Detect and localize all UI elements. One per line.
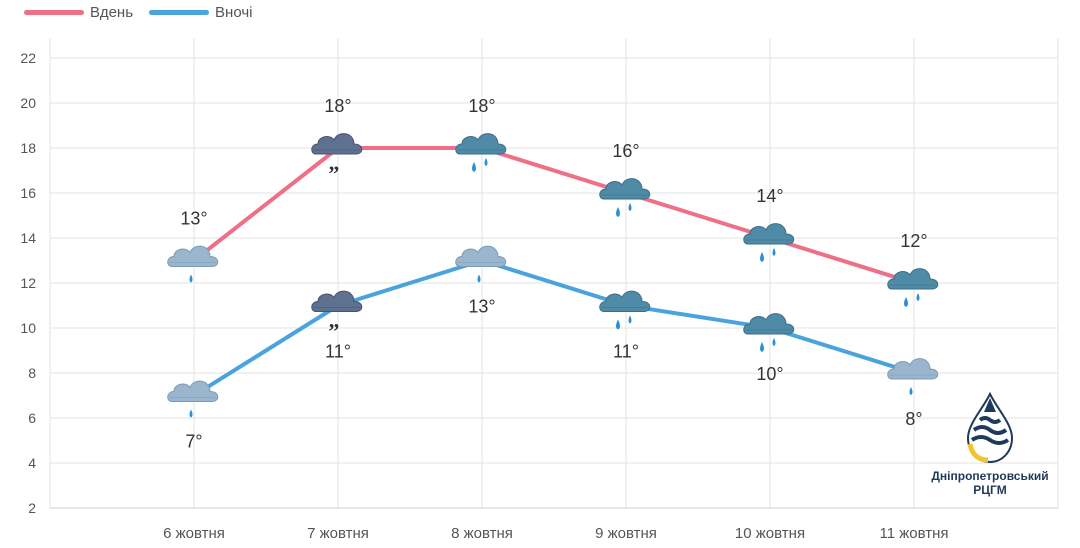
y-tick-label: 22 bbox=[20, 50, 36, 66]
y-tick-label: 6 bbox=[28, 410, 36, 426]
day-data-label: 16° bbox=[612, 141, 639, 161]
day-data-label: 18° bbox=[468, 96, 495, 116]
rain-icon bbox=[599, 290, 651, 330]
svg-text:„: „ bbox=[329, 308, 340, 333]
legend-day-swatch bbox=[24, 10, 84, 15]
rain-icon bbox=[743, 223, 795, 262]
x-tick-label: 9 жовтня bbox=[595, 525, 657, 542]
legend-item-day[interactable]: Вдень bbox=[24, 4, 133, 21]
rcgm-logo: Дніпропетровський РЦГМ bbox=[920, 391, 1060, 497]
light-rain-icon bbox=[167, 380, 219, 418]
y-tick-label: 20 bbox=[20, 95, 36, 111]
day-data-label: 14° bbox=[756, 186, 783, 206]
drop-logo-icon bbox=[966, 391, 1014, 464]
legend-night-label: Вночі bbox=[215, 4, 253, 21]
rain-icon bbox=[599, 178, 651, 217]
logo-line2: РЦГМ bbox=[973, 483, 1007, 497]
legend-item-night[interactable]: Вночі bbox=[149, 4, 252, 21]
legend-day-label: Вдень bbox=[90, 4, 134, 21]
rain-icon bbox=[887, 268, 939, 307]
night-data-label: 11° bbox=[325, 342, 351, 362]
x-tick-label: 10 жовтня bbox=[735, 525, 805, 542]
x-tick-label: 8 жовтня bbox=[451, 525, 513, 542]
drizzle-icon: „ bbox=[311, 290, 363, 333]
legend-night-swatch bbox=[149, 10, 210, 15]
rain-icon bbox=[743, 313, 795, 352]
rain-icon bbox=[455, 133, 507, 172]
y-tick-label: 12 bbox=[20, 275, 36, 291]
svg-text:„: „ bbox=[329, 150, 340, 175]
night-series-line bbox=[192, 258, 916, 398]
light-rain-icon bbox=[167, 245, 219, 283]
x-tick-label: 7 жовтня bbox=[307, 525, 369, 542]
day-data-label: 18° bbox=[324, 96, 351, 116]
y-tick-label: 10 bbox=[20, 320, 36, 336]
y-tick-label: 8 bbox=[28, 365, 36, 381]
y-tick-label: 4 bbox=[28, 455, 36, 471]
legend: Вдень Вночі bbox=[24, 4, 268, 21]
y-tick-label: 18 bbox=[20, 140, 36, 156]
x-tick-label: 6 жовтня bbox=[163, 525, 225, 542]
night-data-label: 7° bbox=[185, 432, 202, 452]
drizzle-icon: „ bbox=[311, 133, 363, 175]
day-series-line bbox=[192, 146, 916, 285]
day-data-label: 12° bbox=[900, 231, 927, 251]
y-tick-label: 16 bbox=[20, 185, 36, 201]
logo-line1: Дніпропетровський bbox=[931, 469, 1049, 483]
day-data-label: 13° bbox=[180, 209, 207, 229]
night-data-label: 13° bbox=[468, 297, 495, 317]
y-tick-label: 14 bbox=[20, 230, 36, 246]
light-rain-icon bbox=[887, 358, 939, 395]
light-rain-icon bbox=[455, 245, 507, 283]
night-data-label: 11° bbox=[613, 342, 639, 362]
night-data-label: 8° bbox=[905, 409, 922, 429]
y-tick-label: 2 bbox=[28, 500, 36, 516]
night-data-label: 10° bbox=[756, 364, 783, 384]
x-tick-label: 11 жовтня bbox=[879, 525, 948, 542]
